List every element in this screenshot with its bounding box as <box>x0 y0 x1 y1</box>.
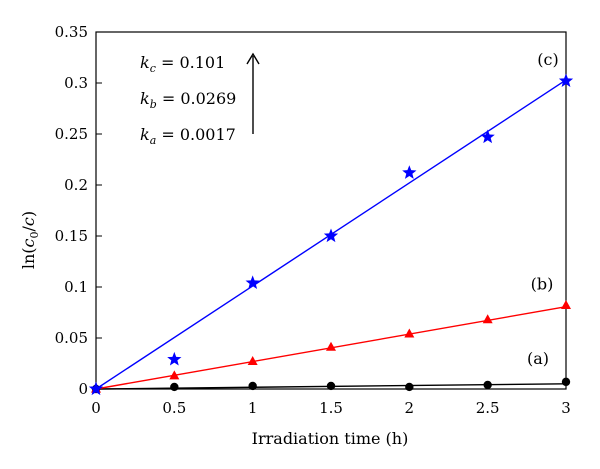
series-b-tag: (b) <box>531 274 554 293</box>
x-tick-label: 1.5 <box>319 399 343 417</box>
series-a-point <box>561 377 571 387</box>
series-a-point <box>170 382 179 392</box>
series-b-point <box>326 341 336 351</box>
series-c-point <box>323 228 339 243</box>
y-tick-label: 0.15 <box>55 227 88 245</box>
x-tick-label: 2.5 <box>476 399 500 417</box>
series-b-point <box>482 314 493 324</box>
series-b-point <box>247 356 258 366</box>
y-tick-label: 0.35 <box>55 23 88 41</box>
series-a-point <box>405 382 414 392</box>
k-annotation-a: ka = 0.0017 <box>140 125 236 147</box>
series-c-point <box>480 129 495 144</box>
x-axis-title: Irradiation time (h) <box>252 429 409 448</box>
plot-frame <box>95 31 567 390</box>
plot-area: 0 0.5 1 1.5 2 2.5 3 0 0.05 0.1 0.15 0.2 0.25 0.3 0.35 (… <box>55 23 574 417</box>
y-axis-title: ln(c0/c) <box>19 211 41 269</box>
series-b-point <box>561 299 571 309</box>
series-b-point <box>404 328 415 338</box>
y-tick-label: 0 <box>78 380 88 398</box>
x-tick-label: 2 <box>405 399 415 417</box>
series-a-point <box>483 380 492 390</box>
series-a-point <box>248 381 257 391</box>
k-annotation-c: kc = 0.101 <box>140 53 225 75</box>
x-tick-label: 0.5 <box>162 399 186 417</box>
k-annotation-b: kb = 0.0269 <box>140 89 236 111</box>
x-tick-label: 0 <box>91 399 101 417</box>
series-a-tag: (a) <box>527 349 549 368</box>
series-b-point <box>169 370 180 380</box>
y-tick-label: 0.2 <box>64 176 88 194</box>
up-arrow <box>246 52 260 134</box>
series-c-tag: (c) <box>537 50 558 69</box>
y-tick-label: 0.3 <box>64 74 88 92</box>
x-tick-label: 3 <box>561 399 571 417</box>
x-tick-label: 1 <box>248 399 258 417</box>
series-c-point <box>167 351 182 366</box>
series-c-point <box>558 73 574 88</box>
series-c-point <box>245 275 260 289</box>
y-tick-label: 0.1 <box>64 278 88 296</box>
series-c-point <box>402 165 417 179</box>
y-tick-label: 0.05 <box>55 329 88 347</box>
k-annotations: kc = 0.101 kb = 0.0269 ka = 0.0017 <box>140 52 260 147</box>
y-tick-label: 0.25 <box>55 125 88 143</box>
series-c-point <box>88 381 104 396</box>
series-a-point <box>326 381 336 391</box>
